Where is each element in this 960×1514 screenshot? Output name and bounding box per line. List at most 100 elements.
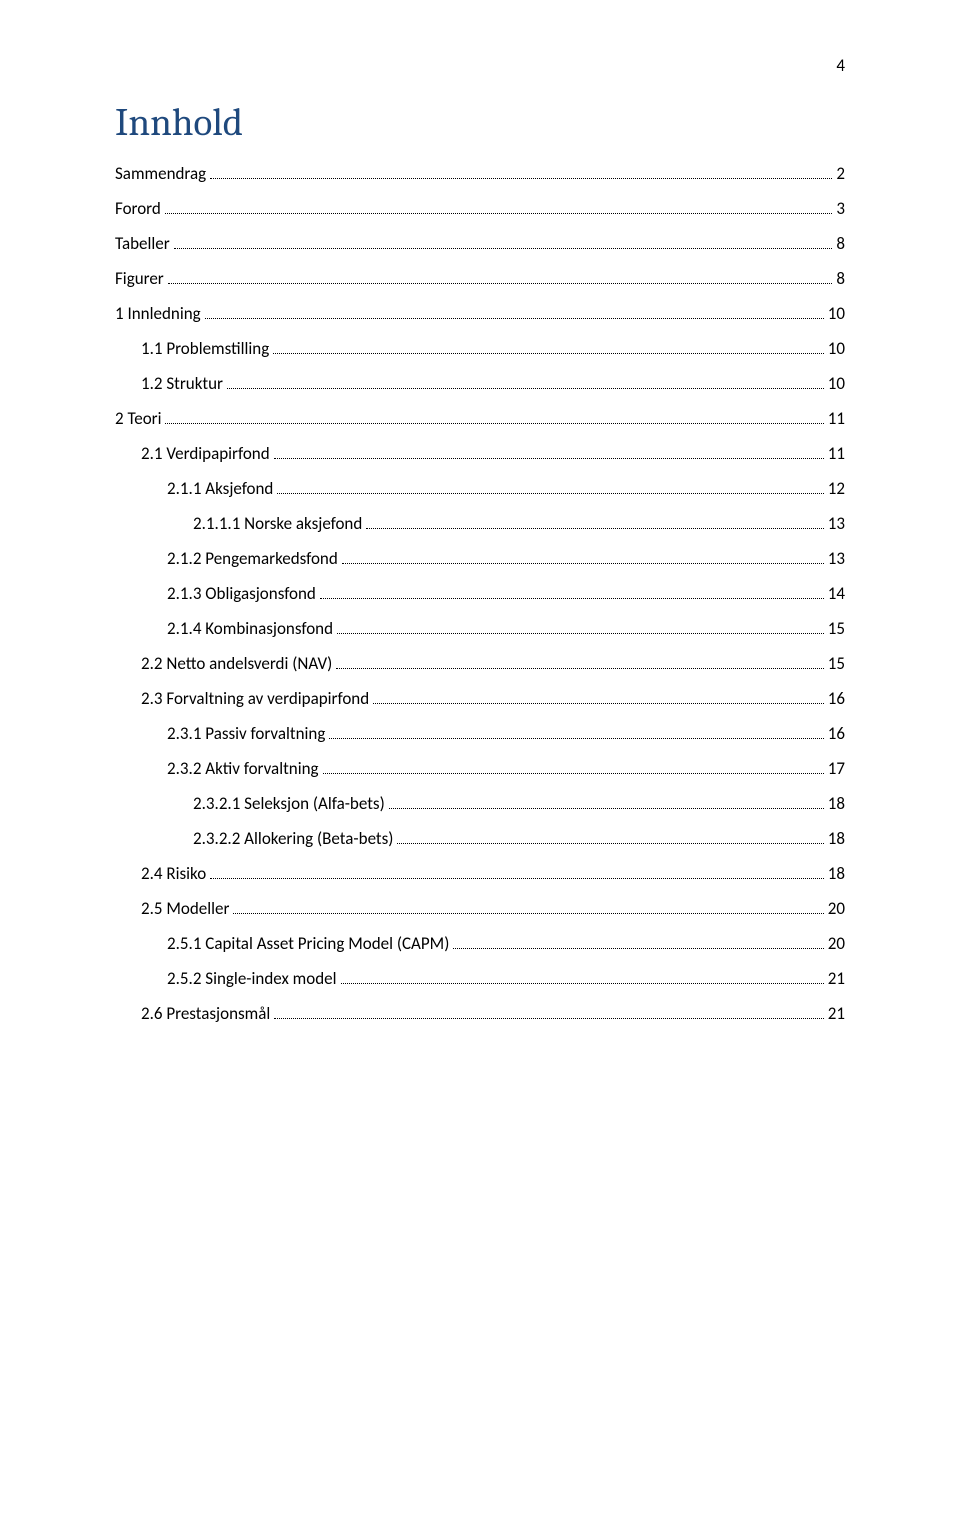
toc-entry-label: 2.3.1 Passiv forvaltning (167, 723, 325, 744)
toc-entry-label: 2.6 Prestasjonsmål (141, 1003, 270, 1024)
toc-row: 2.3 Forvaltning av verdipapirfond 16 (115, 688, 845, 709)
toc-entry-label: 2 Teori (115, 408, 161, 429)
toc-entry-page: 21 (828, 968, 845, 989)
toc-row: Figurer 8 (115, 268, 845, 289)
toc-leader-dots (323, 773, 824, 774)
toc-leader-dots (366, 528, 823, 529)
toc-row: 2.1.1.1 Norske aksjefond 13 (115, 513, 845, 534)
toc-entry-label: 2.1.2 Pengemarkedsfond (167, 548, 338, 569)
toc-row: 1 Innledning 10 (115, 303, 845, 324)
toc-entry-page: 20 (828, 898, 845, 919)
toc-entry-page: 20 (828, 933, 845, 954)
toc-entry-label: 2.1 Verdipapirfond (141, 443, 270, 464)
toc-entry-page: 18 (828, 863, 845, 884)
toc-leader-dots (329, 738, 823, 739)
toc-row: 2.5.1 Capital Asset Pricing Model (CAPM)… (115, 933, 845, 954)
toc-entry-page: 15 (828, 618, 845, 639)
toc-entry-page: 17 (828, 758, 845, 779)
toc-entry-page: 8 (836, 233, 845, 254)
toc-row: 2.1 Verdipapirfond 11 (115, 443, 845, 464)
toc-entry-page: 10 (828, 373, 845, 394)
toc-leader-dots (165, 213, 833, 214)
toc-row: 2.6 Prestasjonsmål 21 (115, 1003, 845, 1024)
toc-entry-label: Forord (115, 198, 161, 219)
toc-leader-dots (341, 983, 824, 984)
toc-row: 2.1.1 Aksjefond 12 (115, 478, 845, 499)
toc-entry-label: 2.1.1 Aksjefond (167, 478, 273, 499)
toc-row: 2.1.3 Obligasjonsfond 14 (115, 583, 845, 604)
toc-leader-dots (337, 633, 824, 634)
toc-entry-page: 10 (828, 338, 845, 359)
toc-row: Forord 3 (115, 198, 845, 219)
toc-leader-dots (233, 913, 823, 914)
toc-entry-page: 11 (828, 443, 845, 464)
toc-entry-label: 2.3.2.1 Seleksjon (Alfa-bets) (193, 793, 385, 814)
toc-row: 2.5 Modeller 20 (115, 898, 845, 919)
toc-row: 2.3.2.1 Seleksjon (Alfa-bets) 18 (115, 793, 845, 814)
toc-row: 2.4 Risiko 18 (115, 863, 845, 884)
toc-entry-label: 2.4 Risiko (141, 863, 206, 884)
toc-leader-dots (174, 248, 833, 249)
toc-entry-label: 2.3 Forvaltning av verdipapirfond (141, 688, 369, 709)
toc-entry-page: 16 (828, 723, 845, 744)
toc-entry-page: 10 (828, 303, 845, 324)
toc-row: 2.2 Netto andelsverdi (NAV) 15 (115, 653, 845, 674)
toc-entry-page: 12 (828, 478, 845, 499)
toc-entry-label: Figurer (115, 268, 164, 289)
toc-entry-page: 8 (836, 268, 845, 289)
toc-entry-label: 2.3.2.2 Allokering (Beta-bets) (193, 828, 393, 849)
toc-entry-label: 2.3.2 Aktiv forvaltning (167, 758, 319, 779)
toc-leader-dots (210, 178, 832, 179)
toc-row: 1.1 Problemstilling 10 (115, 338, 845, 359)
toc-row: 2.1.2 Pengemarkedsfond 13 (115, 548, 845, 569)
toc-entry-page: 16 (828, 688, 845, 709)
toc-leader-dots (336, 668, 824, 669)
toc-row: 2.3.2 Aktiv forvaltning 17 (115, 758, 845, 779)
toc-entry-page: 2 (836, 163, 845, 184)
toc-title: Innhold (115, 100, 845, 145)
toc-entry-label: 2.1.1.1 Norske aksjefond (193, 513, 362, 534)
toc-leader-dots (168, 283, 833, 284)
toc-row: 2.3.1 Passiv forvaltning 16 (115, 723, 845, 744)
toc-leader-dots (274, 1018, 823, 1019)
toc-entry-label: 2.5.2 Single-index model (167, 968, 337, 989)
toc-row: Sammendrag 2 (115, 163, 845, 184)
toc-entry-page: 3 (836, 198, 845, 219)
toc-leader-dots (227, 388, 824, 389)
toc-row: 2.5.2 Single-index model 21 (115, 968, 845, 989)
toc-entry-page: 13 (828, 548, 845, 569)
toc-entry-label: 2.1.3 Obligasjonsfond (167, 583, 316, 604)
toc-leader-dots (273, 353, 824, 354)
toc-entry-page: 18 (828, 793, 845, 814)
toc-entry-label: 2.5 Modeller (141, 898, 229, 919)
toc-entry-page: 13 (828, 513, 845, 534)
toc-row: 2.1.4 Kombinasjonsfond 15 (115, 618, 845, 639)
toc-row: 2 Teori 11 (115, 408, 845, 429)
toc-leader-dots (205, 318, 824, 319)
page-container: Innhold Sammendrag 2Forord 3Tabeller 8Fi… (0, 0, 960, 1098)
table-of-contents: Sammendrag 2Forord 3Tabeller 8Figurer 81… (115, 163, 845, 1024)
toc-entry-page: 14 (828, 583, 845, 604)
toc-leader-dots (397, 843, 823, 844)
toc-entry-label: 1 Innledning (115, 303, 201, 324)
toc-leader-dots (320, 598, 824, 599)
toc-entry-label: 1.2 Struktur (141, 373, 223, 394)
toc-leader-dots (389, 808, 824, 809)
toc-entry-label: Tabeller (115, 233, 170, 254)
toc-entry-label: 2.5.1 Capital Asset Pricing Model (CAPM) (167, 933, 449, 954)
toc-entry-label: Sammendrag (115, 163, 206, 184)
toc-leader-dots (277, 493, 823, 494)
toc-leader-dots (342, 563, 824, 564)
toc-leader-dots (453, 948, 823, 949)
toc-leader-dots (274, 458, 824, 459)
toc-row: 1.2 Struktur 10 (115, 373, 845, 394)
toc-leader-dots (210, 878, 824, 879)
page-number: 4 (836, 55, 845, 76)
toc-entry-page: 11 (828, 408, 845, 429)
toc-entry-label: 2.2 Netto andelsverdi (NAV) (141, 653, 332, 674)
toc-entry-page: 18 (828, 828, 845, 849)
toc-leader-dots (165, 423, 823, 424)
toc-entry-page: 15 (828, 653, 845, 674)
toc-entry-page: 21 (828, 1003, 845, 1024)
toc-entry-label: 1.1 Problemstilling (141, 338, 269, 359)
